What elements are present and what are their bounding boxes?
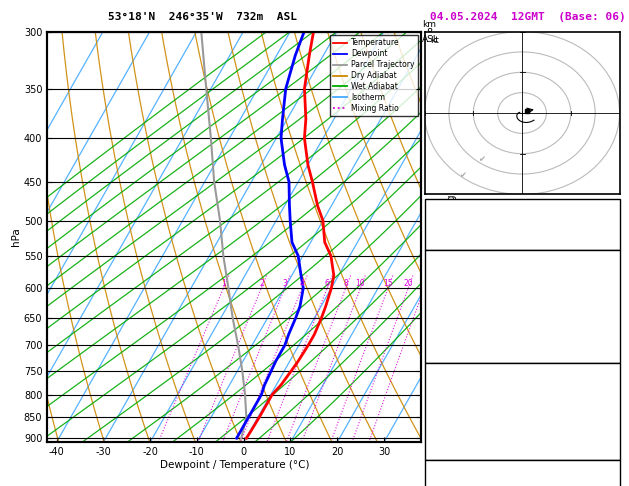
Text: PW (cm): PW (cm)	[428, 233, 469, 243]
Text: 14: 14	[606, 202, 617, 211]
Text: ✔: ✔	[478, 155, 485, 164]
Text: θₑ (K): θₑ (K)	[428, 397, 463, 406]
Text: Lifted Index: Lifted Index	[428, 315, 498, 324]
Text: -2: -2	[606, 284, 617, 293]
Text: 13: 13	[606, 315, 617, 324]
Legend: Temperature, Dewpoint, Parcel Trajectory, Dry Adiabat, Wet Adiabat, Isotherm, Mi: Temperature, Dewpoint, Parcel Trajectory…	[330, 35, 418, 116]
Text: 2: 2	[259, 279, 264, 288]
Text: 53°18'N  246°35'W  732m  ASL: 53°18'N 246°35'W 732m ASL	[108, 12, 298, 22]
Text: 42: 42	[606, 218, 617, 227]
Text: 0.96: 0.96	[594, 233, 617, 243]
Text: 289: 289	[600, 299, 617, 309]
Text: CAPE (J): CAPE (J)	[428, 428, 474, 437]
Text: 10: 10	[355, 279, 365, 288]
Text: 650: 650	[600, 381, 617, 390]
Text: Totals Totals: Totals Totals	[428, 218, 503, 227]
Text: K: K	[428, 202, 434, 211]
Text: 0: 0	[611, 330, 617, 340]
Text: 20: 20	[403, 279, 413, 288]
Text: CIN (J): CIN (J)	[428, 443, 469, 452]
Text: Lifted Index: Lifted Index	[428, 412, 498, 421]
Text: 8: 8	[343, 279, 348, 288]
Text: 0: 0	[611, 428, 617, 437]
Text: Most Unstable: Most Unstable	[485, 365, 559, 375]
Text: ✔: ✔	[459, 171, 465, 180]
Text: 0: 0	[611, 346, 617, 355]
Text: Temp (°C): Temp (°C)	[428, 268, 480, 278]
X-axis label: Dewpoint / Temperature (°C): Dewpoint / Temperature (°C)	[160, 460, 309, 470]
Y-axis label: Mixing Ratio (g/kg): Mixing Ratio (g/kg)	[447, 191, 457, 283]
Text: Pressure (mb): Pressure (mb)	[428, 381, 503, 390]
Text: 4: 4	[299, 279, 304, 288]
Text: Surface: Surface	[502, 253, 542, 262]
Text: ASL: ASL	[422, 35, 439, 44]
Text: km: km	[422, 20, 436, 29]
Text: CIN (J): CIN (J)	[428, 346, 469, 355]
Text: Hodograph: Hodograph	[496, 463, 548, 472]
Text: 15: 15	[383, 279, 393, 288]
Text: 3: 3	[282, 279, 287, 288]
Text: kt: kt	[430, 36, 439, 46]
Text: 15: 15	[606, 478, 617, 486]
Text: 04.05.2024  12GMT  (Base: 06): 04.05.2024 12GMT (Base: 06)	[430, 12, 626, 22]
Text: θₑ(K): θₑ(K)	[428, 299, 457, 309]
Text: 0: 0	[611, 443, 617, 452]
Text: 4: 4	[611, 412, 617, 421]
Text: 6: 6	[325, 279, 330, 288]
Text: Dewp (°C): Dewp (°C)	[428, 284, 480, 293]
Text: 1: 1	[221, 279, 226, 288]
Y-axis label: hPa: hPa	[11, 227, 21, 246]
Text: 300: 300	[600, 397, 617, 406]
Text: © weatheronline.co.uk: © weatheronline.co.uk	[470, 471, 574, 480]
Text: EH: EH	[428, 478, 440, 486]
Text: 0.3: 0.3	[600, 268, 617, 278]
Text: CAPE (J): CAPE (J)	[428, 330, 474, 340]
